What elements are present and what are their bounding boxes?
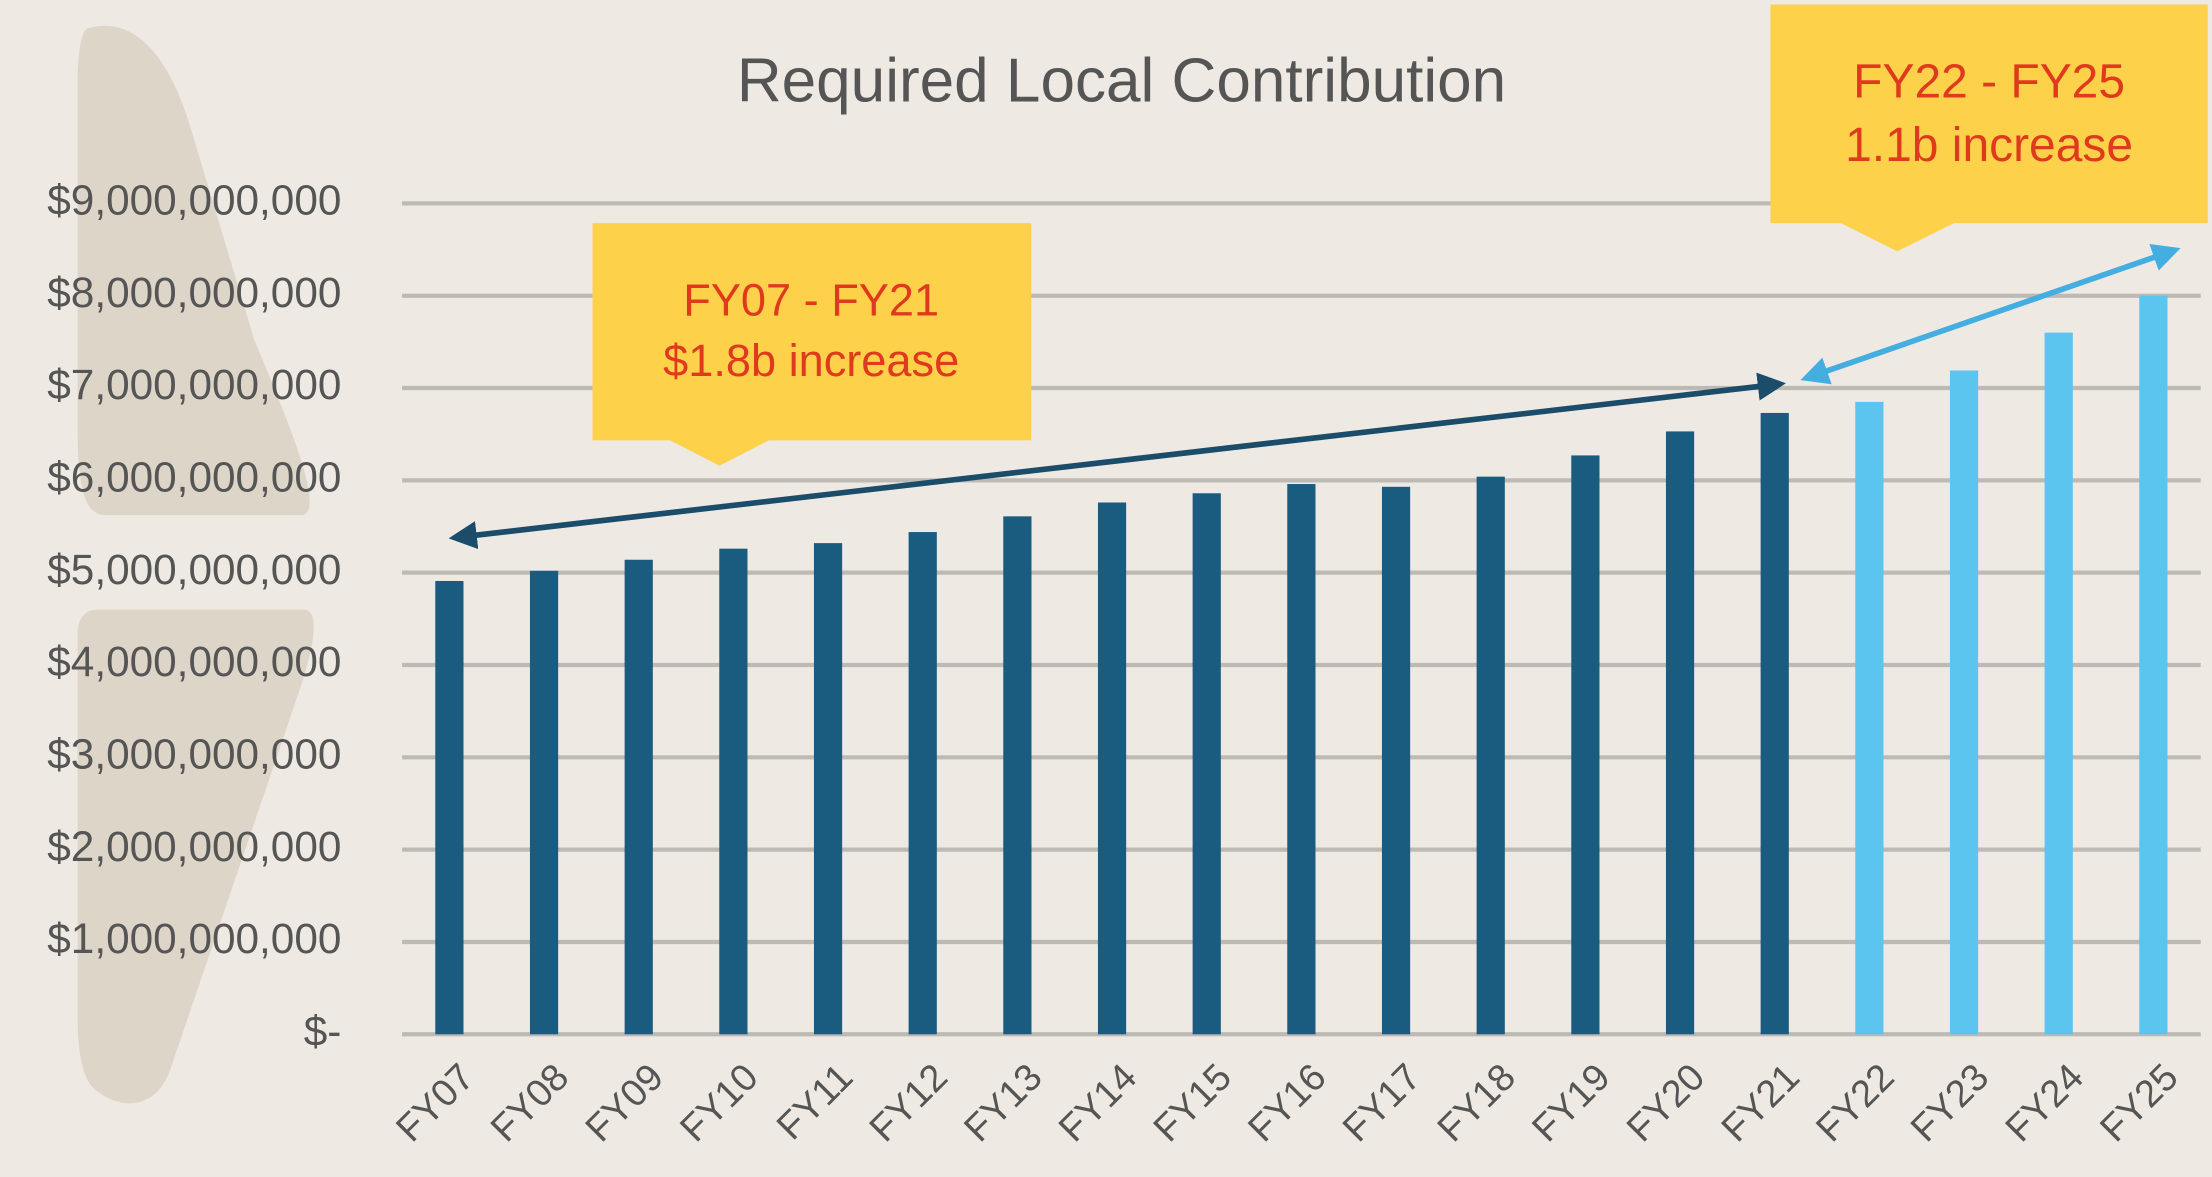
x-tick-label: FY17 [1335,1056,1429,1150]
x-tick-label: FY21 [1714,1056,1808,1150]
x-tick-label: FY12 [862,1056,956,1150]
bar [1949,370,1979,1035]
bar [2139,295,2168,1035]
x-tick-label: FY08 [483,1056,577,1150]
x-tick-label: FY11 [769,1056,861,1148]
x-tick-label: FY24 [1998,1056,2092,1150]
y-tick-label: $6,000,000,000 [47,454,341,501]
bar [529,570,559,1035]
bar [624,559,653,1035]
callout-text: 1.1b increase [1845,119,2133,172]
y-tick-label: $1,000,000,000 [47,915,341,962]
bar [719,548,748,1035]
x-tick-label: FY20 [1619,1056,1713,1150]
x-tick-label: FY13 [957,1056,1051,1150]
bar [1381,486,1411,1035]
bar [1192,493,1221,1035]
bar [1097,502,1127,1035]
y-tick-label: $2,000,000,000 [47,823,341,870]
bar [1287,484,1316,1035]
callout [1770,4,2208,252]
x-tick-label: FY10 [673,1056,767,1150]
x-tick-label: FY25 [2093,1056,2187,1150]
bar [1855,401,1884,1035]
decor-shape [77,609,314,1104]
x-tick-label: FY16 [1241,1056,1335,1150]
bar [1760,412,1789,1035]
bar [813,543,843,1035]
arrow [1800,244,2181,385]
annotations: FY07 - FY21 $1.8b increase FY22 - FY25 1… [448,4,2208,550]
x-tick-label: FY15 [1146,1056,1240,1150]
bar [908,532,937,1035]
x-tick-label: FY14 [1051,1056,1145,1150]
callout-text: $1.8b increase [663,335,959,386]
callout-text: FY07 - FY21 [683,274,939,325]
y-tick-label: $5,000,000,000 [47,546,341,593]
y-tick-label: $7,000,000,000 [47,361,341,408]
chart-title: Required Local Contribution [737,46,1506,115]
callout [592,223,1032,466]
y-tick-label: $3,000,000,000 [47,730,341,777]
arrow [448,372,1786,550]
x-tick-label: FY23 [1903,1056,1997,1150]
bar [435,580,464,1035]
bar [1665,431,1695,1035]
bar [1571,455,1600,1035]
y-tick-label: $4,000,000,000 [47,638,341,685]
y-tick-label: $9,000,000,000 [47,177,341,224]
bar [1476,476,1505,1035]
callout-text: FY22 - FY25 [1853,56,2125,109]
x-tick-label: FY07 [389,1056,483,1150]
x-tick-label: FY22 [1809,1056,1903,1150]
x-tick-label: FY18 [1430,1056,1524,1150]
x-tick-label: FY19 [1525,1056,1619,1150]
bar [2044,332,2073,1035]
bar [1003,516,1032,1035]
y-tick-label: $8,000,000,000 [47,269,341,316]
x-tick-label: FY09 [578,1056,672,1150]
decor-shape [77,25,310,516]
plot: $- $1,000,000,000 $2,000,000,000 $3,000,000… [47,177,2201,1150]
y-tick-label: $- [304,1007,342,1054]
